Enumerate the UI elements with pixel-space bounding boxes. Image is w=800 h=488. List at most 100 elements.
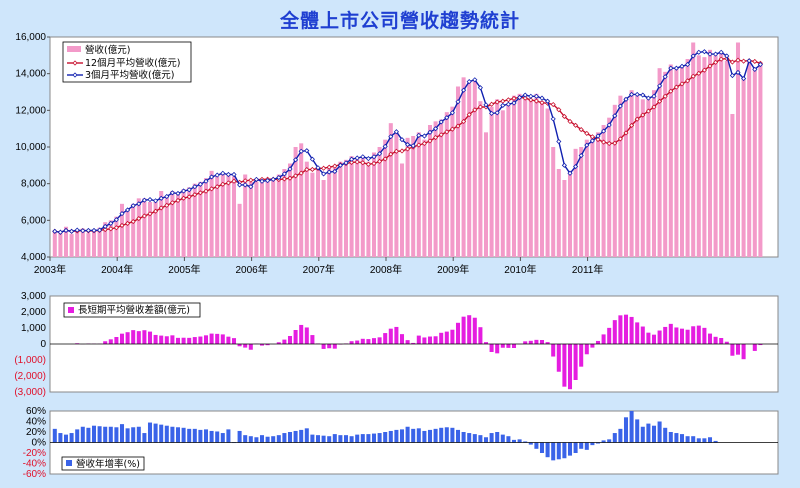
ma3-marker <box>696 49 702 55</box>
revenue-bar <box>495 99 500 257</box>
revenue-bar <box>371 152 377 257</box>
diff-bar <box>467 315 472 344</box>
y-tick-label: 10,000 <box>15 142 46 153</box>
ma12-marker <box>158 205 164 211</box>
ma12-marker <box>186 194 192 200</box>
revenue-bar <box>719 51 724 257</box>
diff-bar <box>192 337 197 344</box>
ma12-marker <box>679 81 685 87</box>
y-tick-label: 12,000 <box>15 105 46 116</box>
ma12-marker <box>192 192 198 198</box>
diff-legend <box>63 302 201 318</box>
diff-bar <box>327 344 332 349</box>
ma12-marker <box>354 159 360 165</box>
ma12-marker <box>153 208 159 214</box>
ma3-marker <box>377 151 383 157</box>
diff-bar <box>304 327 309 344</box>
yoy-bar <box>237 430 242 443</box>
revenue-bar <box>332 167 337 257</box>
ma3-marker <box>265 178 271 184</box>
yoy-bar <box>209 430 214 443</box>
ma12-marker <box>718 56 724 62</box>
revenue-bar <box>478 101 483 258</box>
diff-bar <box>489 344 494 352</box>
ma12-marker <box>421 140 427 147</box>
ma12-marker <box>668 88 674 94</box>
yoy-bar <box>259 435 265 443</box>
ma3-marker <box>349 156 355 162</box>
ma12-marker <box>696 70 702 76</box>
ma3-marker <box>640 92 646 98</box>
diff-bar <box>360 338 365 344</box>
ma12-marker <box>393 148 399 154</box>
yoy-bar <box>640 426 645 443</box>
diff-bar <box>534 339 539 344</box>
ma12-marker <box>673 84 679 90</box>
diff-bar <box>461 316 466 344</box>
revenue-bar <box>618 95 623 258</box>
ma3-marker <box>354 155 360 161</box>
diff-bar <box>679 328 685 344</box>
diff-bar <box>265 344 270 346</box>
ma3-marker <box>130 203 136 209</box>
ma3-marker <box>388 134 394 140</box>
ma12-marker <box>690 73 696 79</box>
ma12-marker <box>461 118 467 125</box>
revenue-bar <box>164 196 169 257</box>
diff-bar <box>125 332 130 344</box>
yoy-bar <box>567 442 573 456</box>
legend-swatch-yoy <box>66 460 72 466</box>
y-tick-label: 16,000 <box>15 32 46 43</box>
diff-bar <box>293 330 298 344</box>
revenue-bar <box>416 132 421 257</box>
ma12-marker <box>416 142 422 148</box>
ma12-marker <box>573 122 579 128</box>
ma12-marker <box>326 164 332 170</box>
diff-y-tick-label: 2,000 <box>21 307 46 318</box>
diff-bar <box>635 322 640 344</box>
ma12-marker <box>528 97 534 103</box>
revenue-bar <box>528 99 533 257</box>
revenue-bar <box>439 119 444 257</box>
yoy-bar <box>444 427 449 443</box>
revenue-bar <box>730 114 735 257</box>
yoy-bar <box>299 429 304 443</box>
diff-bar <box>131 330 136 344</box>
legend-swatch-revenue <box>67 46 81 52</box>
yoy-bar <box>556 442 561 460</box>
ma3-marker <box>365 156 371 162</box>
yoy-y-tick-label: -60% <box>23 469 46 480</box>
ma12-marker <box>500 98 506 104</box>
ma12-marker <box>701 67 707 73</box>
ma3-marker <box>718 49 724 55</box>
yoy-y-tick-label: 20% <box>26 427 46 438</box>
revenue-bar <box>271 178 276 257</box>
revenue-bar <box>707 49 713 258</box>
diff-bar <box>758 344 763 346</box>
diff-bar <box>142 330 147 344</box>
ma12-marker <box>494 99 500 105</box>
revenue-bar <box>237 203 242 257</box>
yoy-bar <box>685 436 690 443</box>
yoy-bar <box>651 425 657 443</box>
ma3-marker <box>102 223 108 230</box>
revenue-bar <box>243 174 248 257</box>
diff-bar <box>528 340 533 344</box>
ma3-marker <box>147 196 153 203</box>
yoy-bar <box>573 442 578 453</box>
ma12-marker <box>209 186 215 192</box>
ma12-marker <box>752 58 758 65</box>
revenue-bar <box>259 180 265 257</box>
ma3-marker <box>270 176 276 182</box>
ma3-marker <box>561 162 567 168</box>
revenue-bar <box>556 169 561 257</box>
diff-bar <box>590 344 595 348</box>
revenue-bar <box>534 93 539 257</box>
revenue-bar <box>86 233 91 257</box>
ma3-marker <box>371 154 377 160</box>
revenue-bar <box>388 123 393 258</box>
ma3-marker <box>169 190 175 196</box>
ma3-marker <box>472 77 478 83</box>
ma12-marker <box>175 197 181 204</box>
yoy-bar <box>663 427 668 443</box>
